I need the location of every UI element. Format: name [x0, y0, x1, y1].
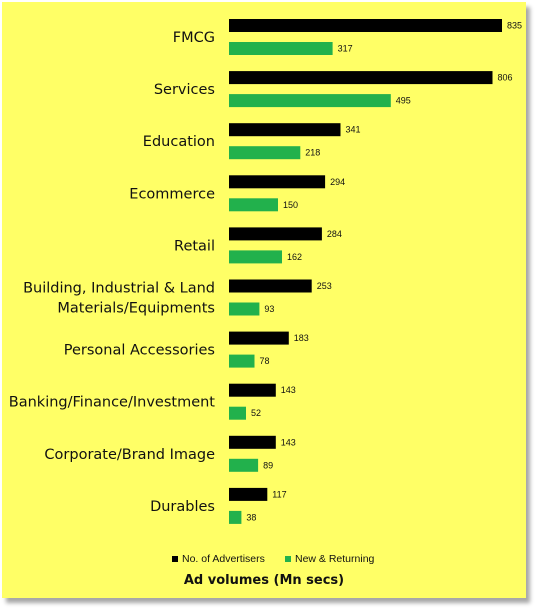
value-label-corporate-brand-image-new-returning: 89	[263, 460, 273, 470]
value-label-personal-accessories-advertisers: 183	[294, 333, 309, 343]
category-label-education: Education	[143, 134, 215, 150]
value-label-building-industrial-land-materials-equipments-advertisers: 253	[317, 281, 332, 291]
value-label-services-new-returning: 495	[396, 96, 411, 106]
bar-fmcg-advertisers	[229, 19, 502, 32]
value-label-retail-advertisers: 284	[327, 229, 342, 239]
bar-building-industrial-land-materials-equipments-new-returning	[229, 302, 260, 316]
bar-banking-finance-investment-advertisers	[229, 383, 276, 397]
value-label-durables-advertisers: 117	[272, 489, 286, 499]
category-label-line: Services	[154, 82, 215, 98]
bars-layer: 835 317 806 495 341 218 294 150 284 162 253 93 183 78…	[229, 19, 522, 524]
value-label-corporate-brand-image-advertisers: 143	[281, 437, 296, 447]
value-label-retail-new-returning: 162	[287, 252, 302, 262]
category-label-fmcg: FMCG	[173, 30, 215, 46]
category-label-line: Building, Industrial & Land	[23, 281, 215, 297]
bar-chart: 835 317 806 495 341 218 294 150 284 162 253 93 183 78…	[9, 19, 522, 588]
legend-label-new-returning: New & Returning	[295, 553, 375, 565]
bar-banking-finance-investment-new-returning	[229, 406, 246, 420]
bar-ecommerce-new-returning	[229, 198, 278, 212]
bar-services-new-returning	[229, 94, 391, 108]
category-label-retail: Retail	[174, 238, 215, 254]
value-label-fmcg-advertisers: 835	[507, 21, 522, 31]
category-label-building-industrial-land-materials-equipments: Building, Industrial & Land Materials/Equ…	[23, 281, 215, 317]
legend-swatch-new-returning	[285, 556, 291, 562]
category-label-line: Banking/Finance/Investment	[9, 395, 216, 411]
category-label-line: Retail	[174, 238, 215, 254]
bar-ecommerce-advertisers	[229, 175, 326, 189]
category-label-personal-accessories: Personal Accessories	[64, 343, 215, 359]
bar-personal-accessories-new-returning	[229, 354, 255, 368]
value-label-banking-finance-investment-advertisers: 143	[281, 385, 296, 395]
chart-panel: 835 317 806 495 341 218 294 150 284 162 253 93 183 78…	[2, 2, 526, 598]
category-label-banking-finance-investment: Banking/Finance/Investment	[9, 395, 216, 411]
category-label-line: Education	[143, 134, 215, 150]
category-label-line: Durables	[150, 499, 215, 515]
bar-retail-advertisers	[229, 227, 322, 241]
category-label-ecommerce: Ecommerce	[129, 186, 215, 202]
legend-swatch-advertisers	[172, 556, 178, 562]
bar-services-advertisers	[229, 71, 493, 85]
x-axis-title: Ad volumes (Mn secs)	[184, 573, 344, 588]
value-label-personal-accessories-new-returning: 78	[260, 356, 270, 366]
bar-durables-new-returning	[229, 510, 242, 524]
bar-building-industrial-land-materials-equipments-advertisers	[229, 279, 312, 293]
bar-personal-accessories-advertisers	[229, 331, 289, 345]
category-label-line: Personal Accessories	[64, 343, 215, 359]
value-label-education-advertisers: 341	[346, 125, 361, 135]
category-label-durables: Durables	[150, 499, 215, 515]
bar-education-advertisers	[229, 123, 341, 137]
value-label-durables-new-returning: 38	[246, 512, 256, 522]
category-label-line: Materials/Equipments	[57, 301, 215, 317]
category-labels-layer: FMCG Services Education Ecommerce Retail Buil…	[9, 30, 216, 515]
bar-durables-advertisers	[229, 487, 268, 501]
category-label-line: Ecommerce	[129, 186, 215, 202]
value-label-services-advertisers: 806	[498, 73, 513, 83]
category-label-services: Services	[154, 82, 215, 98]
bar-education-new-returning	[229, 146, 301, 160]
value-label-ecommerce-new-returning: 150	[283, 200, 298, 210]
bar-fmcg-new-returning	[229, 42, 333, 55]
value-label-ecommerce-advertisers: 294	[330, 177, 345, 187]
bar-corporate-brand-image-advertisers	[229, 435, 276, 449]
value-label-banking-finance-investment-new-returning: 52	[251, 408, 261, 418]
category-label-corporate-brand-image: Corporate/Brand Image	[44, 447, 215, 463]
value-label-education-new-returning: 218	[305, 148, 320, 158]
value-label-building-industrial-land-materials-equipments-new-returning: 93	[264, 304, 274, 314]
category-label-line: FMCG	[173, 30, 215, 46]
legend: No. of Advertisers New & Returning	[172, 553, 375, 565]
bar-corporate-brand-image-new-returning	[229, 458, 259, 472]
bar-retail-new-returning	[229, 250, 282, 264]
legend-label-advertisers: No. of Advertisers	[182, 553, 265, 565]
category-label-line: Corporate/Brand Image	[44, 447, 215, 463]
value-label-fmcg-new-returning: 317	[338, 44, 353, 54]
